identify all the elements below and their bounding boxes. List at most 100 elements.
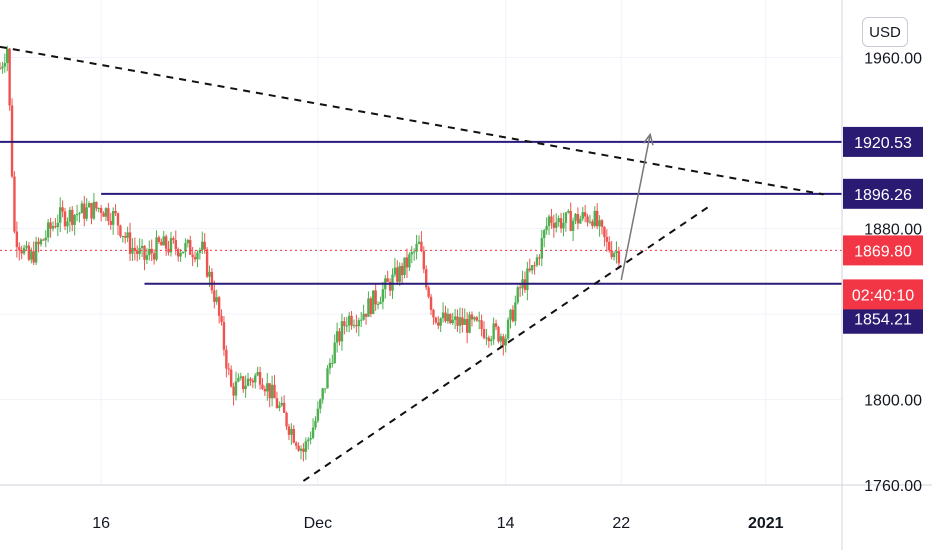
candle-body [355, 325, 358, 327]
candle-body [42, 239, 45, 241]
candle-body [97, 208, 100, 210]
candle-body [75, 214, 79, 216]
y-tick-label: 1800.00 [864, 393, 922, 410]
candle-body [30, 251, 33, 260]
candle-body [32, 251, 35, 263]
candle-body [420, 241, 423, 251]
candle-body [25, 245, 28, 248]
candle-body [8, 48, 11, 106]
candle-body [316, 408, 320, 421]
y-tick-label: 1880.00 [864, 222, 922, 239]
candle-body [176, 249, 180, 257]
candle-body [167, 248, 170, 253]
candle-body [314, 420, 317, 428]
candle-body [391, 274, 394, 291]
x-tick-label: Dec [304, 515, 332, 532]
candle-body [333, 342, 336, 363]
candle-body [181, 251, 185, 254]
candle-body [343, 321, 346, 326]
candle-body [458, 317, 462, 326]
candle-body [131, 247, 134, 254]
candle-body [571, 220, 575, 231]
candle-body [595, 210, 599, 227]
x-tick-label: 2021 [748, 515, 784, 532]
candle-body [37, 241, 40, 245]
projection-arrow[interactable] [620, 134, 651, 281]
candle-body [338, 331, 341, 342]
currency-button[interactable]: USD [862, 17, 908, 47]
candle-body [482, 329, 486, 338]
candle-body [254, 375, 257, 383]
candle-body [400, 265, 404, 276]
candle-body [145, 255, 149, 260]
candle-body [567, 210, 570, 213]
candle-body [294, 442, 298, 446]
candle-body [319, 399, 322, 409]
y-tick-label: 1760.00 [864, 478, 922, 495]
candle-body [227, 368, 230, 370]
price-tags: 1920.53 1896.26 1854.21 1869.80 02:40:10 [843, 126, 923, 334]
candle-body [514, 302, 517, 322]
dashed-trendline[interactable] [302, 206, 709, 482]
x-tick-label: 14 [497, 515, 515, 532]
candle-body [210, 271, 214, 291]
candle-body [311, 427, 315, 439]
candle-body [222, 322, 226, 350]
candle-body [263, 388, 267, 392]
candle-body [543, 230, 546, 239]
candle-body [350, 315, 353, 326]
candle-body [15, 231, 19, 248]
candle-body [444, 312, 447, 322]
candle-body [453, 316, 457, 320]
level-price-tag [843, 178, 923, 209]
candle-body [268, 383, 271, 399]
chart-grid [0, 0, 842, 486]
candle-body [244, 385, 247, 390]
candle-body [617, 251, 621, 264]
candle-body [249, 378, 252, 381]
candle-body [432, 309, 435, 318]
candle-body [506, 319, 510, 339]
candle-body [530, 265, 534, 271]
candle-body [360, 319, 363, 321]
candle-body [386, 278, 389, 282]
level-price-tag-label: 1896.26 [854, 187, 912, 204]
candle-body [124, 235, 127, 238]
candle-body [297, 445, 300, 451]
candle-body [83, 203, 86, 219]
candle-body [608, 241, 611, 251]
candle-body [463, 319, 466, 325]
horizontal-levels[interactable] [0, 140, 842, 285]
candle-body [352, 325, 356, 327]
candle-body [196, 252, 199, 260]
candle-body [229, 369, 233, 387]
candle-body [71, 209, 74, 225]
candle-body [376, 303, 380, 305]
candle-body [425, 269, 428, 288]
candle-body [27, 245, 31, 260]
candle-body [13, 176, 16, 232]
candle-body [22, 247, 26, 254]
candle-body [398, 265, 401, 282]
candle-body [39, 239, 43, 245]
candle-body [152, 253, 156, 260]
candle-body [403, 257, 406, 276]
countdown-tag-label: 02:40:10 [852, 287, 914, 304]
candle-body [545, 225, 548, 231]
candle-body [80, 203, 84, 214]
candle-body [326, 368, 329, 389]
candle-body [475, 317, 478, 321]
candle-body [550, 216, 553, 224]
candle-body [61, 207, 64, 212]
candle-body [282, 402, 286, 413]
candle-body [302, 448, 305, 452]
candle-body [251, 380, 255, 383]
candle-body [126, 232, 129, 238]
candle-body [535, 257, 539, 266]
candle-body [220, 315, 223, 323]
candle-body [468, 314, 471, 333]
trendlines[interactable] [0, 45, 824, 482]
dashed-trendline[interactable] [0, 45, 824, 196]
candle-body [63, 211, 67, 227]
